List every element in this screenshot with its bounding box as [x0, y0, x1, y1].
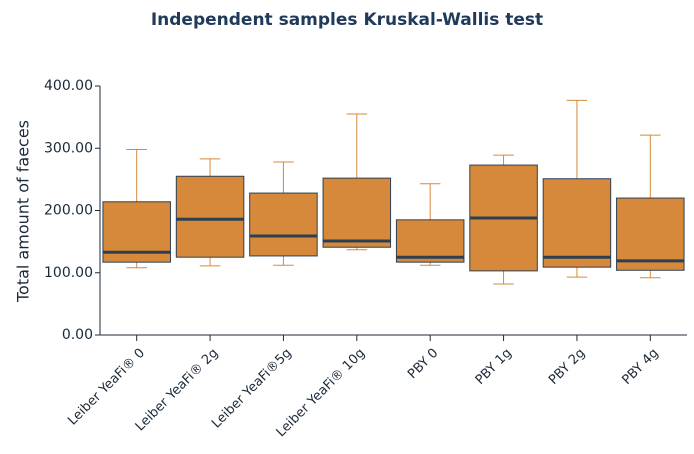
box [175, 175, 245, 258]
chart-title: Independent samples Kruskal-Wallis test [151, 10, 543, 30]
x-tick-label: Leiber YeaFi® 0 [65, 346, 148, 429]
y-tick-label: 0.00 [62, 327, 93, 343]
y-tick-label: 100.00 [44, 265, 93, 281]
x-tick-label: PBY 0 [405, 346, 441, 382]
x-tick-label: PBY 4g [619, 346, 661, 388]
x-tick-label: PBY 2g [546, 346, 588, 388]
box [616, 197, 685, 271]
box [542, 178, 612, 268]
y-axis-label: Total amount of faeces [14, 120, 33, 303]
box [322, 177, 392, 248]
y-tick-label: 300.00 [44, 140, 93, 156]
box [395, 219, 465, 263]
y-tick-label: 200.00 [44, 203, 93, 219]
y-tick-label: 400.00 [44, 78, 93, 94]
x-tick-label: Leiber YeaFi®5g [209, 346, 295, 432]
x-tick-label: PBY 1g [473, 346, 515, 388]
box [249, 192, 318, 257]
